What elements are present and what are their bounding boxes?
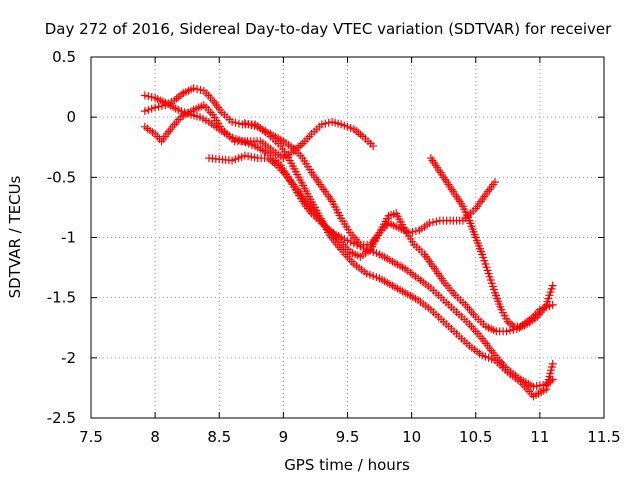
y-axis-ticks: 0.5 0 -0.5 -1 -1.5 -2 -2.5 xyxy=(47,48,604,427)
data-point xyxy=(140,107,149,116)
data-point xyxy=(147,104,156,113)
data-point xyxy=(502,327,511,336)
data-point xyxy=(140,91,149,100)
y-tick-label: -1 xyxy=(61,229,76,247)
data-point xyxy=(196,85,205,94)
series-1 xyxy=(140,91,557,391)
series-6 xyxy=(426,154,557,331)
x-tick-label: 10 xyxy=(402,428,421,446)
data-point xyxy=(147,93,156,102)
y-tick-label: -0.5 xyxy=(47,168,76,186)
series-3 xyxy=(140,101,378,163)
data-point xyxy=(411,227,420,236)
x-axis-label: GPS time / hours xyxy=(284,456,410,474)
data-point xyxy=(548,300,557,309)
data-point xyxy=(157,101,166,110)
data-point xyxy=(548,281,557,290)
data-point xyxy=(321,119,330,128)
data-point xyxy=(505,326,514,335)
data-point xyxy=(144,92,153,101)
data-point xyxy=(425,219,434,228)
data-point xyxy=(231,118,240,127)
y-tick-label: 0 xyxy=(66,108,76,126)
x-tick-label: 11 xyxy=(530,428,549,446)
y-axis-label: SDTVAR / TECUs xyxy=(6,175,24,298)
data-point xyxy=(154,102,163,111)
data-point xyxy=(490,178,499,187)
y-tick-label: -1.5 xyxy=(47,289,76,307)
data-point xyxy=(369,142,378,151)
data-point xyxy=(193,85,202,94)
x-tick-label: 8 xyxy=(150,428,160,446)
y-tick-label: 0.5 xyxy=(52,48,76,66)
x-tick-label: 11.5 xyxy=(587,428,620,446)
x-tick-label: 7.5 xyxy=(79,428,103,446)
x-tick-label: 9 xyxy=(279,428,289,446)
y-tick-label: -2.5 xyxy=(47,409,76,427)
chart-title: Day 272 of 2016, Sidereal Day-to-day VTE… xyxy=(45,20,612,38)
data-point xyxy=(432,217,441,226)
y-tick-label: -2 xyxy=(61,349,76,367)
plot-frame xyxy=(90,56,605,419)
data-point xyxy=(317,120,326,129)
data-point xyxy=(151,103,160,112)
data-point xyxy=(189,84,198,93)
series-4 xyxy=(204,151,499,261)
x-tick-label: 10.5 xyxy=(459,428,492,446)
x-tick-label: 8.5 xyxy=(207,428,231,446)
data-point xyxy=(144,105,153,114)
x-axis-ticks: 7.5 8 8.5 9 9.5 10 10.5 11 11.5 xyxy=(79,57,621,446)
data-point xyxy=(429,218,437,227)
data-series xyxy=(140,84,557,401)
data-point xyxy=(228,117,237,126)
x-tick-label: 9.5 xyxy=(336,428,360,446)
data-point xyxy=(408,227,417,236)
data-point xyxy=(548,359,557,368)
